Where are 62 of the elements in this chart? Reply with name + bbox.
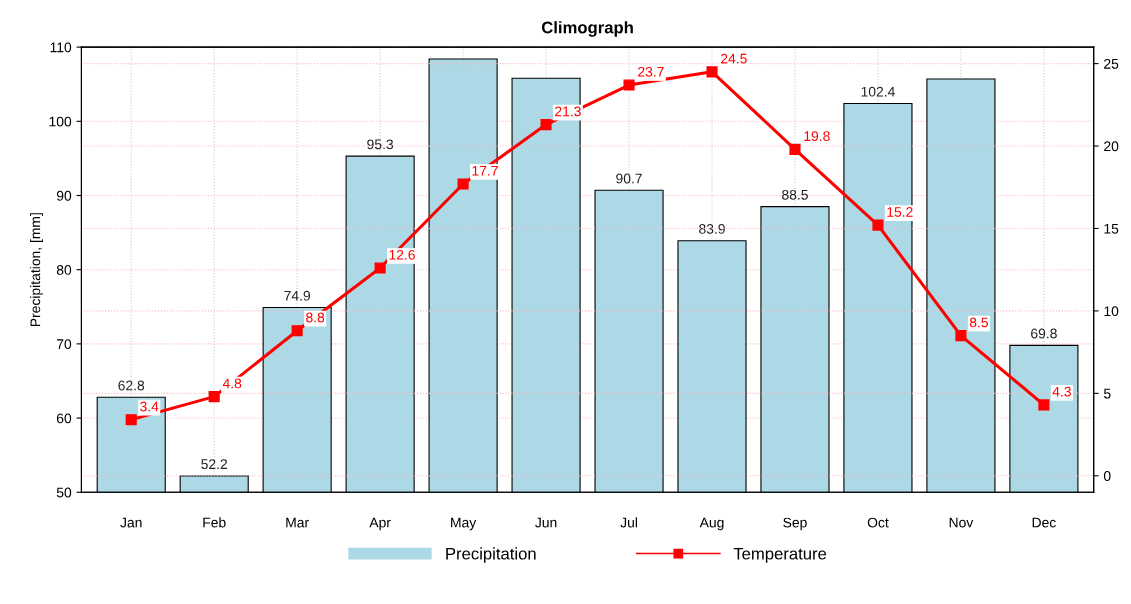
x-tick-label: May xyxy=(451,517,477,531)
y2-tick-label: 10 xyxy=(1104,306,1119,317)
data-label: 15.2 xyxy=(887,207,913,217)
y-tick-label: 80 xyxy=(56,265,72,275)
x-tick-label: Oct xyxy=(867,517,889,528)
point xyxy=(1038,399,1050,411)
data-label: 17.7 xyxy=(472,165,498,176)
y-axis-title: Precipitation, [mm] xyxy=(30,213,43,327)
y2-tick-label: 15 xyxy=(1104,223,1119,234)
x-tick-label: Apr xyxy=(369,517,391,531)
x-tick-label: Jan xyxy=(120,517,142,528)
data-label: 52.2 xyxy=(201,459,228,470)
data-label: 24.5 xyxy=(721,53,747,64)
y2-tick-label: 25 xyxy=(1104,58,1119,69)
data-label: 69.8 xyxy=(1031,328,1057,339)
data-label: 8.5 xyxy=(969,317,988,328)
point xyxy=(208,391,220,403)
y-tick-label: 70 xyxy=(56,339,72,350)
x-tick-label: Aug xyxy=(699,517,724,531)
data-label: 8.8 xyxy=(306,312,325,323)
point xyxy=(374,262,386,274)
x-tick-label: Jul xyxy=(620,517,637,528)
point xyxy=(291,325,303,337)
point xyxy=(125,414,137,426)
y-tick-label: 110 xyxy=(50,42,72,53)
data-label: 4.8 xyxy=(222,378,242,389)
y-tick-label: 100 xyxy=(49,116,72,127)
x-tick-label: Jun xyxy=(535,517,557,528)
chart-title: Climograph xyxy=(541,21,633,37)
y2-tick-label: 5 xyxy=(1103,388,1111,399)
y2-tick-label: 0 xyxy=(1103,471,1111,481)
data-label: 4.3 xyxy=(1052,386,1071,397)
data-label: 90.7 xyxy=(616,173,642,184)
data-label: 102.4 xyxy=(861,86,895,97)
point xyxy=(872,219,884,231)
data-label: 12.6 xyxy=(389,249,415,260)
data-label: 19.8 xyxy=(804,131,830,142)
data-label: 83.9 xyxy=(699,224,725,234)
data-label: 95.3 xyxy=(367,139,394,150)
data-label: 21.3 xyxy=(555,106,581,117)
legend-label: Temperature xyxy=(733,547,827,563)
x-tick-label: Nov xyxy=(949,517,974,528)
y-tick-label: 60 xyxy=(56,413,72,424)
point xyxy=(540,119,552,131)
data-label: 62.8 xyxy=(118,380,145,391)
legend-label: Precipitation xyxy=(446,547,536,563)
x-tick-label: Mar xyxy=(286,517,309,528)
data-label: 74.9 xyxy=(284,290,311,301)
y-tick-label: 50 xyxy=(56,487,72,498)
data-label: 23.7 xyxy=(638,66,664,77)
y-tick-label: 90 xyxy=(56,190,72,201)
x-tick-label: Feb xyxy=(203,517,226,528)
point xyxy=(623,79,635,91)
x-tick-label: Sep xyxy=(783,517,807,531)
y2-tick-label: 20 xyxy=(1104,141,1119,152)
x-tick-label: Dec xyxy=(1032,517,1056,528)
point xyxy=(706,66,718,78)
point xyxy=(789,143,801,155)
data-label: 88.5 xyxy=(782,189,808,200)
point xyxy=(457,178,469,190)
point xyxy=(955,330,967,342)
data-label: 3.4 xyxy=(140,401,159,412)
